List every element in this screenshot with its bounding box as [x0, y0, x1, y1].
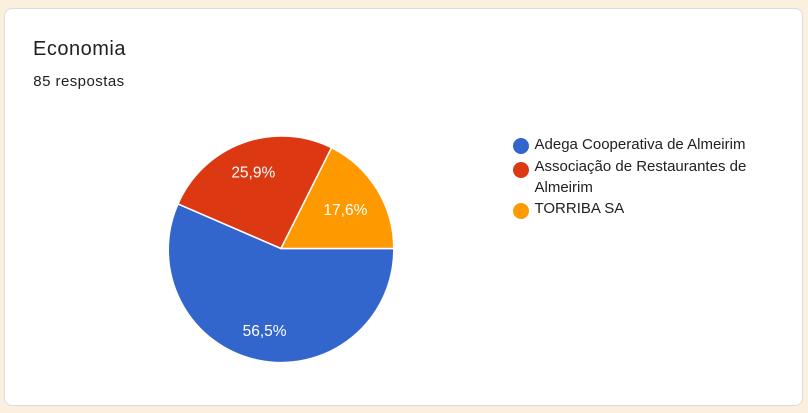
- svg-text:56,5%: 56,5%: [243, 323, 287, 340]
- svg-text:17,6%: 17,6%: [323, 202, 367, 219]
- svg-text:25,9%: 25,9%: [231, 165, 275, 182]
